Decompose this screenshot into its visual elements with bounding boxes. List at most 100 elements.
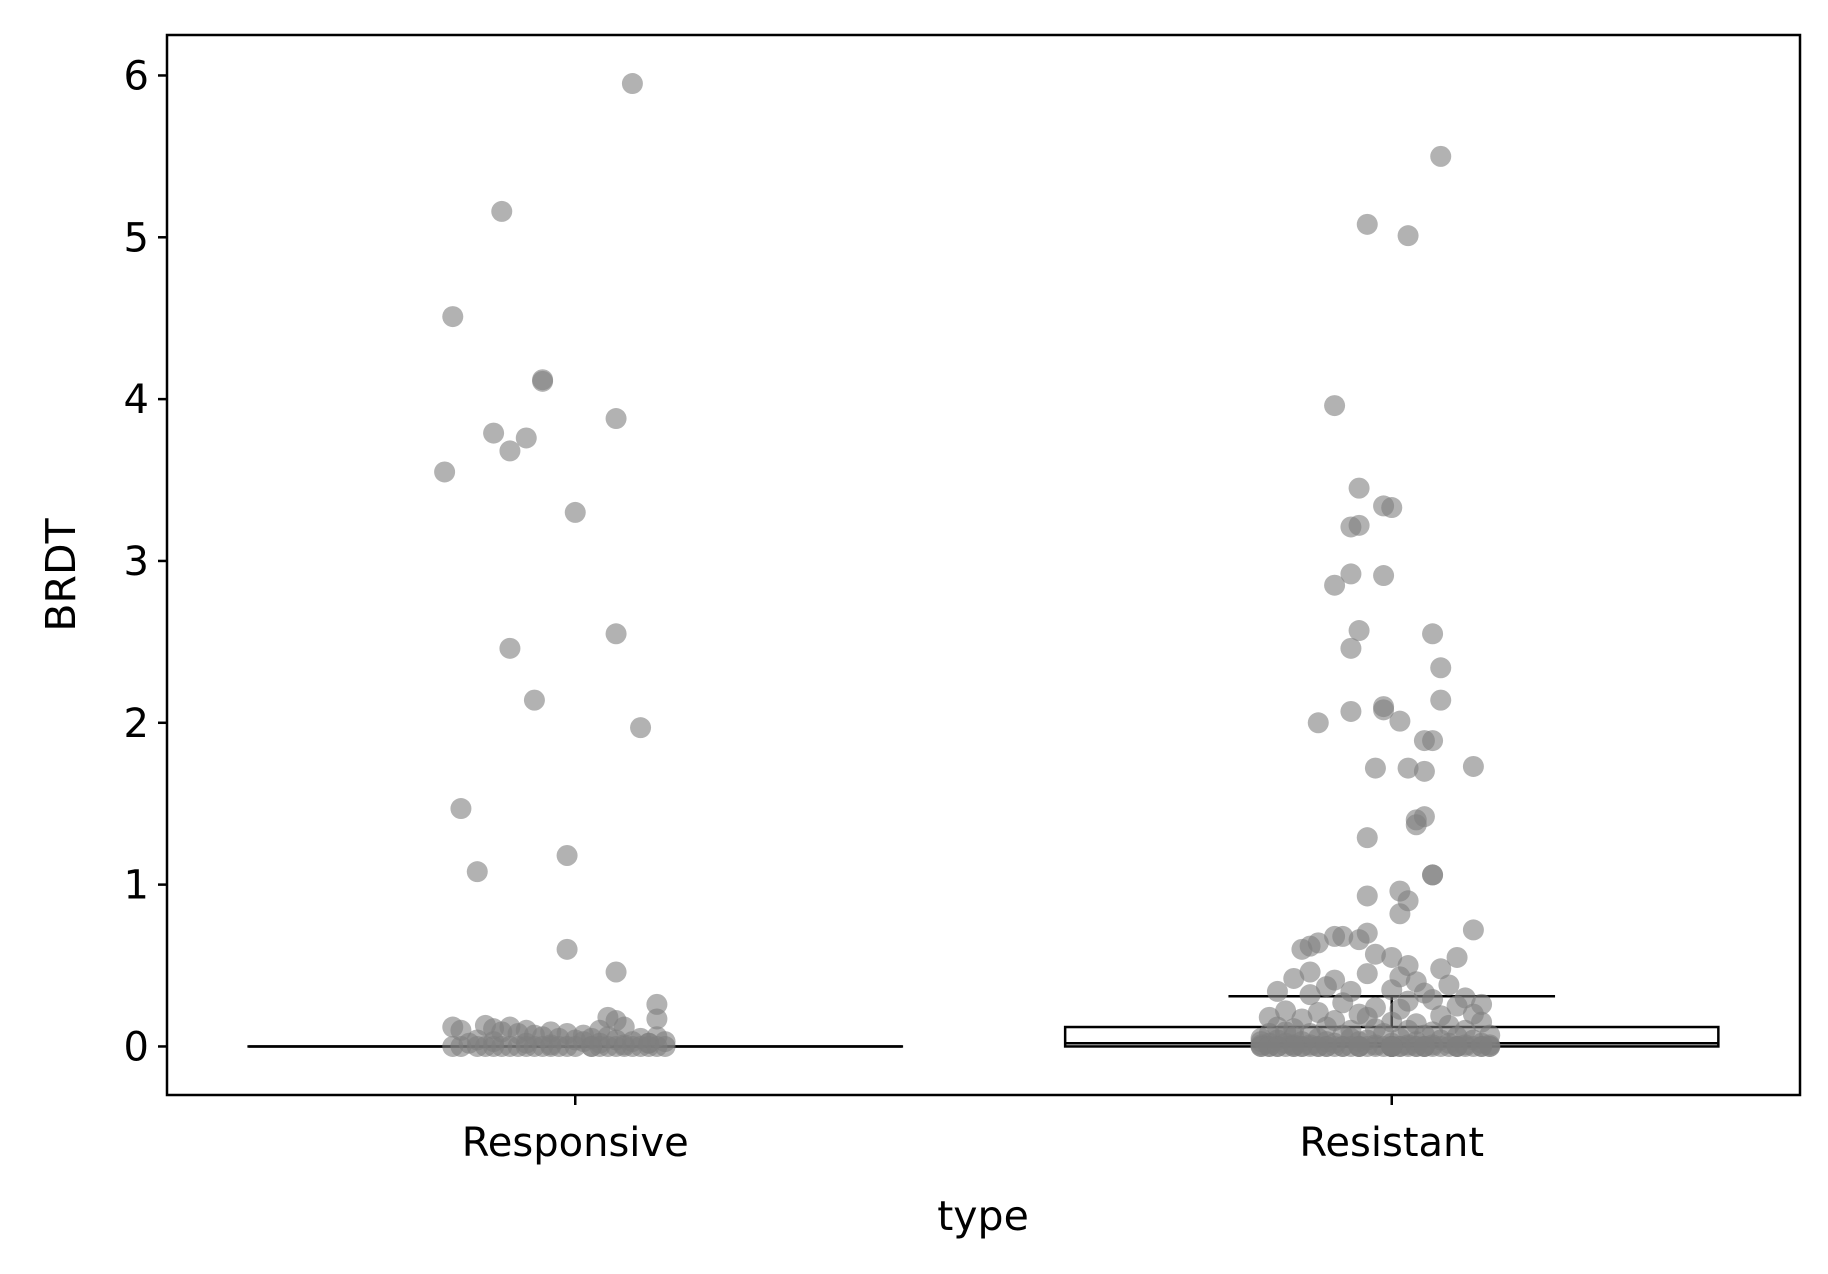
data-point <box>1397 757 1419 779</box>
data-point <box>1348 620 1370 642</box>
data-point <box>1413 760 1435 782</box>
data-point <box>515 427 537 449</box>
data-point <box>1299 984 1321 1006</box>
data-point <box>1364 943 1386 965</box>
data-point <box>1405 814 1427 836</box>
data-point <box>1373 699 1395 721</box>
data-point <box>1430 689 1452 711</box>
data-point <box>1340 637 1362 659</box>
data-point <box>1389 710 1411 732</box>
data-point <box>630 717 652 739</box>
data-point <box>1324 395 1346 417</box>
data-point <box>1430 657 1452 679</box>
data-point <box>1291 938 1313 960</box>
data-point <box>1413 730 1435 752</box>
data-point <box>621 73 643 95</box>
data-point <box>556 1035 578 1057</box>
data-point <box>1283 967 1305 989</box>
x-axis: Responsive Resistant <box>462 1095 1484 1166</box>
y-tick-label: 3 <box>124 539 149 585</box>
data-point <box>1381 946 1403 968</box>
data-point <box>1479 1035 1501 1057</box>
data-point <box>613 1035 635 1057</box>
data-point <box>1307 712 1329 734</box>
data-point <box>1422 623 1444 645</box>
data-point <box>1381 1035 1403 1057</box>
data-point <box>499 440 521 462</box>
data-point <box>1422 864 1444 886</box>
data-point <box>450 798 472 820</box>
data-point <box>1381 979 1403 1001</box>
data-point <box>1332 992 1354 1014</box>
y-axis-label: BRDT <box>37 517 85 631</box>
y-tick-label: 5 <box>124 215 149 261</box>
x-axis-label: type <box>937 1192 1029 1240</box>
data-point <box>1430 958 1452 980</box>
data-point <box>1397 225 1419 247</box>
data-point <box>1307 932 1329 954</box>
data-point <box>1356 885 1378 907</box>
y-tick-label: 1 <box>124 863 149 909</box>
data-point <box>605 623 627 645</box>
data-point <box>491 200 513 222</box>
data-point <box>1373 565 1395 587</box>
data-point <box>1332 925 1354 947</box>
data-point <box>605 408 627 430</box>
data-point <box>654 1035 676 1057</box>
data-point <box>1389 903 1411 925</box>
data-point <box>1348 929 1370 951</box>
data-point <box>1266 980 1288 1002</box>
data-point <box>1283 1035 1305 1057</box>
x-tick-label: Responsive <box>462 1120 689 1166</box>
data-point <box>1446 995 1468 1017</box>
data-point <box>605 961 627 983</box>
data-point <box>442 306 464 328</box>
data-point <box>1348 514 1370 536</box>
data-point <box>1356 827 1378 849</box>
data-point <box>1315 976 1337 998</box>
data-point <box>483 422 505 444</box>
data-point <box>1446 946 1468 968</box>
data-point <box>1446 1035 1468 1057</box>
data-point <box>638 1035 660 1057</box>
data-point <box>556 844 578 866</box>
data-point <box>1299 961 1321 983</box>
data-point <box>646 1008 668 1030</box>
data-point <box>1324 574 1346 596</box>
data-point <box>581 1035 603 1057</box>
y-tick-label: 2 <box>124 701 149 747</box>
data-point <box>515 1035 537 1057</box>
data-point <box>646 993 668 1015</box>
data-point <box>1438 974 1460 996</box>
data-point <box>1340 700 1362 722</box>
data-point <box>1348 477 1370 499</box>
data-point <box>466 1035 488 1057</box>
data-point <box>1381 497 1403 519</box>
data-point <box>1413 1035 1435 1057</box>
data-point <box>1275 1000 1297 1022</box>
data-point <box>556 938 578 960</box>
data-point <box>564 501 586 523</box>
data-point <box>499 637 521 659</box>
x-tick-label: Resistant <box>1299 1120 1484 1166</box>
data-point <box>466 861 488 883</box>
data-point <box>532 369 554 391</box>
data-point <box>1430 145 1452 167</box>
data-point <box>1340 563 1362 585</box>
y-tick-label: 0 <box>124 1024 149 1070</box>
y-tick-label: 6 <box>124 53 149 99</box>
y-axis: 0 1 2 3 4 5 6 <box>124 53 167 1070</box>
data-point <box>1364 757 1386 779</box>
data-point <box>1462 755 1484 777</box>
strip-points-layer <box>434 73 1501 1057</box>
y-tick-label: 4 <box>124 377 149 423</box>
data-point <box>1422 989 1444 1011</box>
data-point <box>1258 1035 1280 1057</box>
data-point <box>1315 1035 1337 1057</box>
data-point <box>1356 963 1378 985</box>
data-point <box>442 1035 464 1057</box>
plot-frame <box>165 33 1802 1097</box>
data-point <box>540 1035 562 1057</box>
data-point <box>483 1035 505 1057</box>
